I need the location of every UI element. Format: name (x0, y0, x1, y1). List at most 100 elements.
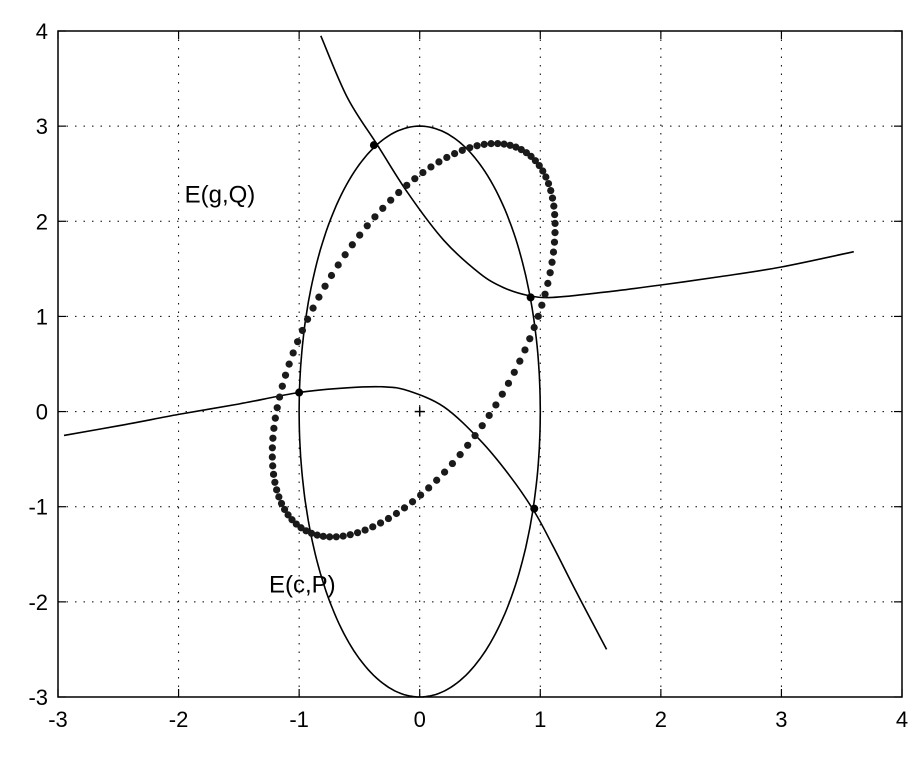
ellipse-egq-dot (371, 213, 379, 221)
ellipse-egq-dot (270, 424, 278, 432)
ellipse-egq-dot (547, 186, 555, 195)
ellipse-egq-dot (307, 529, 316, 537)
x-tick-label: 0 (414, 707, 426, 732)
ellipse-egq-dot (451, 150, 459, 158)
ellipse-egq-dot (534, 312, 542, 320)
ellipse-egq-dot (392, 509, 401, 518)
ellipse-egq-dot (458, 146, 466, 154)
ellipse-egq-dot (433, 476, 441, 484)
ellipse-egq-dot (427, 163, 435, 171)
ellipse-egq-dot (269, 462, 277, 470)
x-tick-label: 3 (775, 707, 787, 732)
ellipse-egq-dot (526, 335, 534, 343)
intersection-point-3 (530, 504, 539, 513)
ellipse-egq-dot (456, 451, 464, 459)
ellipse-egq-dot (541, 290, 549, 298)
ellipse-egq-dot (326, 533, 334, 541)
ellipse-egq-dot (332, 533, 340, 541)
ellipse-egq-dot (551, 229, 559, 237)
ellipse-egq-dot (271, 478, 279, 486)
ellipse-egq-dot (277, 499, 286, 508)
ellipse-egq-dot (464, 441, 472, 449)
x-tick-label: 4 (896, 707, 908, 732)
ellipse-egq-dot (400, 504, 409, 512)
ellipse-egq-dot (441, 468, 449, 476)
ellipse-egq-dot (269, 470, 278, 478)
y-tick-label: 1 (36, 304, 48, 329)
ellipse-egq-dot (494, 139, 502, 148)
y-tick-label: 2 (36, 209, 48, 234)
ellipse-egq-dot (319, 532, 327, 540)
ellipse-egq-dot (542, 173, 550, 181)
ellipse-egq-dot (269, 434, 277, 442)
ellipse-egq-dot (273, 404, 281, 412)
ellipse-egq-dot (435, 158, 443, 166)
ellipse-egq-dot (334, 261, 342, 269)
x-tick-label: 2 (655, 707, 667, 732)
ellipse-egq-dot (268, 444, 276, 452)
ellipse-egq-dot (376, 519, 385, 527)
ellipse-egq-dot (321, 282, 329, 290)
ellipse-egq-dot (551, 210, 559, 219)
curve-3 (63, 385, 608, 650)
ellipse-egq-dot (341, 251, 349, 259)
y-tick-label: -1 (28, 495, 48, 520)
ellipse-egq-dot (403, 181, 411, 189)
ellipse-egq-dot (285, 360, 293, 368)
ellipse-egq-dot (379, 204, 387, 212)
x-tick-label: -2 (169, 707, 189, 732)
ellipse-egq-dot (512, 143, 520, 151)
ellipse-egq-dot (425, 484, 433, 492)
ellipse-egq-dot (448, 459, 457, 468)
ellipse-egq-dot (550, 202, 558, 210)
ellipse-egq-dot (480, 140, 488, 148)
ellipse-egq-dot (281, 371, 290, 379)
curve-2 (320, 35, 854, 299)
ellipse-egq-dot (387, 196, 395, 204)
y-tick-label: 4 (36, 19, 48, 44)
ellipse-egq-dot (549, 248, 558, 256)
ellipse-egq-dot (504, 379, 513, 387)
ellipse-egq-dot (309, 304, 317, 312)
ellipse-egq-dot (361, 526, 369, 534)
ellipse-egq-dot (510, 368, 518, 376)
ellipse-egq-dot (539, 167, 547, 175)
ellipse-egq-dot (473, 142, 481, 150)
ellipse-egq-dot (551, 219, 559, 227)
ellipse-egq-dot (302, 527, 310, 535)
y-tick-label: -3 (28, 685, 48, 710)
ellipse-egq-dot (346, 531, 354, 539)
curve-layer (63, 35, 854, 698)
ellipse-egq-dot (273, 486, 281, 494)
x-tick-label: 1 (534, 707, 546, 732)
ellipse-egq-dot (419, 168, 427, 177)
ellipse-egq-dot (530, 323, 538, 332)
x-tick-label: -1 (289, 707, 309, 732)
ellipse-egq-dot (289, 349, 297, 357)
ellipse-egq-dot (466, 144, 474, 152)
ellipse-ecp-line (298, 125, 542, 698)
ellipse-egq-dot (384, 514, 393, 523)
y-tick-labels: -3 -2 -1 0 1 2 3 4 (28, 19, 48, 710)
dotted-ellipse-markers (268, 139, 559, 541)
ellipse-egq-dot (492, 401, 500, 409)
ellipse-egq-dot (356, 231, 364, 239)
ellipse-egq-dot (294, 338, 302, 346)
ellipse-egq-dot (303, 315, 312, 323)
ellipse-egq-dot (417, 491, 425, 499)
y-tick-label: 3 (36, 114, 48, 139)
ellipse-egq-dot (275, 393, 284, 401)
ellipse-egq-dot (395, 188, 403, 197)
axes-frame (57, 30, 903, 698)
ellipse-egq-dot (535, 161, 543, 170)
x-tick-label: -3 (48, 707, 68, 732)
ellipse-egq-dot (275, 493, 283, 501)
ellipse-egq-dot (339, 532, 347, 540)
ellipse-egq-dot (506, 141, 514, 149)
ellipse-egq-dot (516, 357, 524, 365)
ellipse-egq-dot (348, 241, 356, 249)
ellipse-egq-dot (411, 175, 419, 183)
ellipse-egq-dot (363, 222, 371, 230)
x-tick-labels: -3 -2 -1 0 1 2 3 4 (48, 707, 908, 732)
